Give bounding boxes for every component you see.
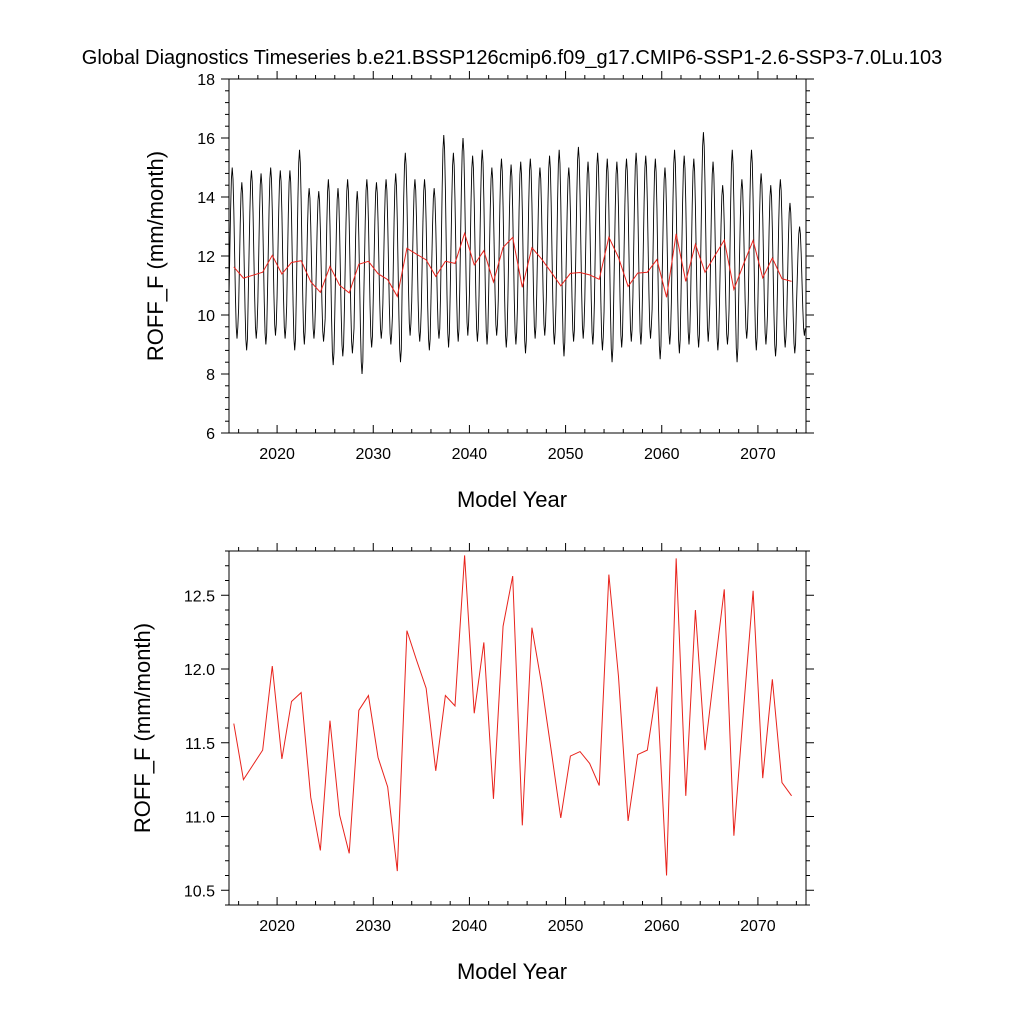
top-x-tick-label: 2070 [740,446,776,463]
bottom-x-tick-label: 2070 [740,918,776,935]
bottom-panel: 2020 2030 2040 2050 2060 2070 10.5 11.0 11.5 12.0… [130,543,814,984]
top-x-tick-label: 2040 [452,446,488,463]
bottom-x-tick-label: 2020 [259,918,295,935]
top-y-tick-label: 16 [197,131,215,148]
top-series-monthly-line [229,132,806,375]
bottom-y-tick-label: 12.5 [184,588,215,605]
bottom-y-tick-label: 11.0 [185,810,215,827]
bottom-series-annual-line [233,555,792,876]
bottom-y-tick-label: 11.5 [185,736,215,753]
bottom-x-tick-label: 2030 [355,918,391,935]
top-y-axis-title: ROFF_F (mm/month) [143,151,168,361]
top-x-tick-label: 2020 [259,446,295,463]
top-series-layer [229,132,806,375]
top-x-axis-title: Model Year [457,487,567,512]
top-y-tick-label: 6 [206,426,215,443]
top-y-tick-label: 10 [197,308,215,325]
bottom-plot-frame [228,550,807,906]
bottom-x-tick-label: 2040 [452,918,488,935]
bottom-y-tick-label: 12.0 [184,662,215,679]
bottom-x-tick-label: 2050 [548,918,584,935]
top-y-tick-label: 12 [197,249,215,266]
top-y-tick-label: 8 [206,367,215,384]
bottom-tick-layer: 2020 2030 2040 2050 2060 2070 10.5 11.0 11.5 12.0… [184,543,814,935]
bottom-series-layer [233,555,792,876]
top-y-tick-label: 18 [197,72,215,89]
top-x-tick-label: 2060 [644,446,680,463]
top-panel: 2020 2030 2040 2050 2060 2070 6 8 10 12 14 16 18 Mod… [143,71,814,512]
bottom-y-axis-title: ROFF_F (mm/month) [130,623,155,833]
top-series-annual-line [233,231,792,298]
top-plot-frame [228,78,807,434]
bottom-x-axis-title: Model Year [457,959,567,984]
top-tick-layer: 2020 2030 2040 2050 2060 2070 6 8 10 12 14 16 18 [197,71,814,463]
figure-title: Global Diagnostics Timeseries b.e21.BSSP… [82,47,942,69]
bottom-x-tick-label: 2060 [644,918,680,935]
top-x-tick-label: 2050 [548,446,584,463]
top-y-tick-label: 14 [197,190,215,207]
top-x-tick-label: 2030 [355,446,391,463]
bottom-y-tick-label: 10.5 [184,883,215,900]
